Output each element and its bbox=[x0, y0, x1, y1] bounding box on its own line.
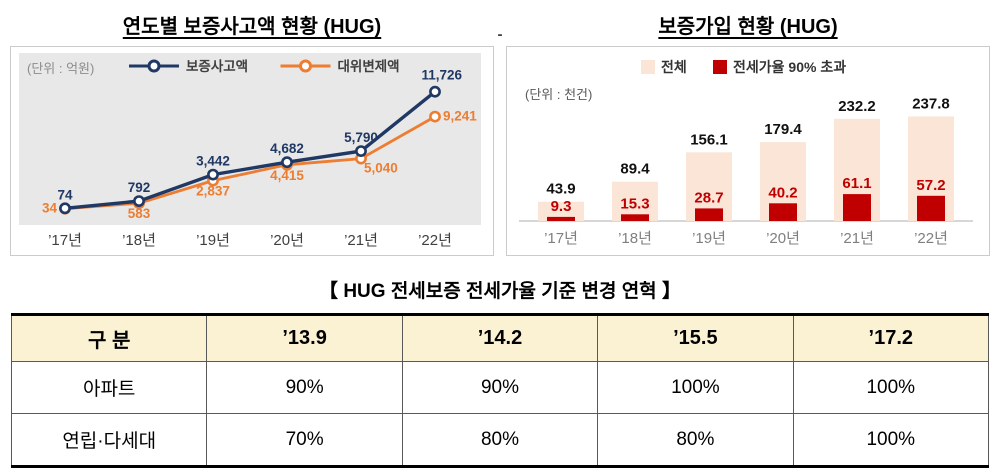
data-point bbox=[429, 85, 441, 98]
legend-swatch bbox=[713, 60, 727, 74]
unit-label: (단위 : 억원) bbox=[27, 61, 94, 76]
bar-over-90pct bbox=[621, 214, 649, 221]
table-row: 연립·다세대 70% 80% 80% 100% bbox=[10, 413, 990, 467]
table-cell: 90% bbox=[206, 361, 403, 414]
table-cell: 100% bbox=[792, 413, 990, 467]
line-chart-title: 연도별 보증사고액 현황 (HUG) bbox=[122, 16, 382, 38]
table-cell: 80% bbox=[597, 413, 794, 467]
x-axis-label: ’20년 bbox=[270, 232, 304, 249]
series-line bbox=[64, 115, 436, 211]
legend-label: 보증사고액 bbox=[186, 58, 248, 74]
table-header-cell: ’17.2 bbox=[792, 314, 990, 362]
bar-over-90pct bbox=[769, 203, 797, 221]
data-point bbox=[281, 156, 293, 169]
bar-over-90pct bbox=[695, 208, 723, 221]
bar-total bbox=[538, 201, 584, 221]
table-cell: 70% bbox=[206, 413, 403, 467]
bar-chart-section: 보증가입 현황 (HUG) 전체 전세가율 90% 초과 (단위 : 천건) 43.9… bbox=[506, 8, 990, 256]
data-label: 4,415 bbox=[270, 168, 304, 183]
data-label: 5,790 bbox=[344, 130, 378, 145]
table-header-cell: ’14.2 bbox=[401, 314, 599, 362]
bar-over-label: 15.3 bbox=[620, 195, 649, 212]
legend-label: 대위변제액 bbox=[338, 58, 400, 74]
x-axis-label: ’18년 bbox=[122, 232, 156, 249]
table-cell: 100% bbox=[597, 361, 794, 414]
bar-over-label: 40.2 bbox=[768, 184, 797, 201]
legend-marker bbox=[299, 59, 312, 73]
table-body: 아파트 90% 90% 100% 100% 연립·다세대 70% 80% 80% 100% bbox=[10, 361, 990, 467]
bar-over-label: 61.1 bbox=[842, 175, 871, 192]
plot-area bbox=[19, 53, 481, 225]
title-separator-dash: - bbox=[497, 26, 503, 43]
table-head: 구 분 ’13.9’14.2’15.5’17.2 bbox=[10, 314, 990, 362]
bar-chart-panel: 전체 전세가율 90% 초과 (단위 : 천건) 43.9 9.3 ’17년 89.4 15.… bbox=[506, 46, 990, 256]
charts-row: 연도별 보증사고액 현황 (HUG) (단위 : 억원) 보증사고액 대위변제액 74… bbox=[10, 8, 990, 256]
data-label: 11,726 bbox=[421, 68, 462, 83]
bar-total-label: 156.1 bbox=[690, 131, 728, 148]
table-cell: 90% bbox=[401, 361, 599, 414]
x-axis-label: ’21년 bbox=[344, 232, 378, 249]
line-chart-section: 연도별 보증사고액 현황 (HUG) (단위 : 억원) 보증사고액 대위변제액 74… bbox=[10, 8, 494, 256]
legend-swatch bbox=[641, 60, 655, 74]
bar-total-label: 179.4 bbox=[764, 121, 802, 138]
x-axis-label: ’20년 bbox=[766, 230, 800, 247]
data-label: 74 bbox=[57, 187, 73, 202]
data-label: 2,837 bbox=[196, 184, 230, 199]
bar-chart: 전체 전세가율 90% 초과 (단위 : 천건) 43.99.3 ’17년 89.4 15.… bbox=[519, 59, 973, 247]
table-cell: 연립·다세대 bbox=[10, 413, 208, 467]
data-label: 5,040 bbox=[364, 161, 398, 176]
table-row: 아파트 90% 90% 100% 100% bbox=[10, 361, 990, 414]
x-axis-label: ’17년 bbox=[544, 230, 578, 247]
x-axis-label: ’17년 bbox=[48, 232, 82, 249]
table-cell: 100% bbox=[792, 361, 990, 414]
data-label: 3,442 bbox=[196, 154, 230, 169]
table-title: 【 HUG 전세보증 전세가율 기준 변경 연혁 】 bbox=[319, 281, 681, 302]
data-label: 4,682 bbox=[270, 141, 304, 156]
bar-over-label: 9.3 bbox=[551, 198, 572, 215]
data-point bbox=[429, 110, 441, 123]
bar-over-90pct bbox=[843, 194, 871, 221]
x-axis-label: ’21년 bbox=[840, 230, 874, 247]
x-axis-label: ’19년 bbox=[196, 232, 230, 249]
table-cell: 80% bbox=[401, 413, 599, 467]
x-axis-label: ’19년 bbox=[692, 230, 726, 247]
data-label: 34 bbox=[42, 201, 58, 216]
bar-total-label: 232.2 bbox=[838, 98, 876, 115]
legend-label: 전세가율 90% 초과 bbox=[733, 59, 846, 75]
table-header-row: 구 분 ’13.9’14.2’15.5’17.2 bbox=[10, 314, 990, 362]
series-line bbox=[64, 90, 437, 210]
bar-total-label: 43.9 bbox=[546, 181, 575, 198]
unit-label: (단위 : 천건) bbox=[525, 87, 592, 102]
bar-total-label: 89.4 bbox=[620, 161, 650, 178]
legend-label: 전체 bbox=[661, 59, 687, 75]
table-header-cell: 구 분 bbox=[10, 314, 208, 362]
data-label: 9,241 bbox=[443, 109, 477, 124]
x-axis-label: ’22년 bbox=[418, 232, 452, 249]
data-point bbox=[355, 145, 367, 157]
bar-total-label: 237.8 bbox=[912, 95, 950, 112]
data-point bbox=[59, 202, 71, 215]
legend-marker bbox=[147, 59, 161, 73]
x-axis-label: ’18년 bbox=[618, 230, 652, 247]
bar-over-label: 28.7 bbox=[694, 189, 723, 206]
x-axis-label: ’22년 bbox=[914, 230, 948, 247]
data-label: 583 bbox=[128, 206, 151, 221]
data-point bbox=[207, 168, 219, 181]
history-table: 구 분 ’13.9’14.2’15.5’17.2 아파트 90% 90% 100% 100… bbox=[10, 313, 990, 468]
table-header-cell: ’15.5 bbox=[597, 314, 794, 362]
bar-over-label: 57.2 bbox=[916, 177, 945, 194]
line-chart-panel: (단위 : 억원) 보증사고액 대위변제액 74 792 3,442 4,682 5,790 1… bbox=[10, 46, 494, 256]
data-point bbox=[133, 195, 145, 207]
line-chart: (단위 : 억원) 보증사고액 대위변제액 74 792 3,442 4,682 5,790 1… bbox=[19, 53, 481, 249]
table-cell: 아파트 bbox=[10, 361, 208, 414]
data-label: 792 bbox=[128, 180, 151, 195]
bar-over-90pct bbox=[917, 195, 945, 221]
bar-chart-title: 보증가입 현황 (HUG) bbox=[658, 16, 838, 38]
table-header-cell: ’13.9 bbox=[206, 314, 403, 362]
bar-over-90pct bbox=[547, 216, 575, 221]
